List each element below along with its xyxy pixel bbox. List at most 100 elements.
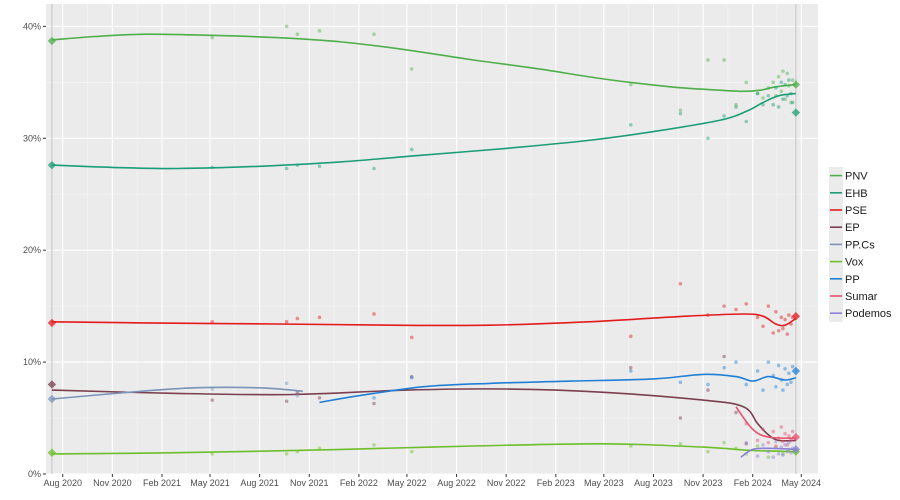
poll-point-podemos <box>774 439 778 444</box>
poll-point-pnv <box>790 78 795 82</box>
major-gridlines <box>46 4 818 475</box>
poll-point-pnv <box>755 91 760 96</box>
poll-point-pse <box>771 331 776 335</box>
trend-line-ep <box>51 388 796 442</box>
result-marker-pse <box>47 318 57 328</box>
poll-point-pp <box>372 396 376 400</box>
poll-point-pse <box>372 312 376 316</box>
x-tick-label: Feb 2022 <box>340 478 378 488</box>
poll-point-vox <box>678 441 683 446</box>
x-tick-label: Feb 2021 <box>143 478 181 488</box>
poll-point-pp-cs <box>284 381 289 386</box>
poll-point-pnv <box>734 102 738 107</box>
series-pp-cs <box>47 381 303 404</box>
poll-point-ep <box>409 374 414 379</box>
result-marker-pp <box>791 366 801 376</box>
series-ehb <box>47 78 801 171</box>
poll-point-ep <box>734 410 738 415</box>
trend-line-podemos <box>740 447 796 458</box>
poll-point-pp <box>783 367 787 371</box>
poll-point-pp <box>722 365 726 370</box>
poll-point-ep <box>284 399 289 404</box>
poll-point-pse <box>734 307 738 312</box>
poll-point-pse <box>776 328 781 333</box>
trend-line-pnv <box>51 33 796 93</box>
trend-line-sumar <box>735 406 796 439</box>
poll-point-pnv <box>409 67 414 71</box>
legend-label-podemos: Podemos <box>845 308 892 320</box>
poll-point-sumar <box>789 438 793 443</box>
poll-point-pse <box>628 334 633 339</box>
poll-point-podemos <box>785 449 790 454</box>
poll-point-pp <box>790 364 795 369</box>
series-podemos <box>740 439 801 460</box>
poll-point-pse <box>766 304 771 308</box>
poll-point-pp <box>776 363 781 368</box>
series-pp <box>319 360 801 404</box>
poll-point-pse <box>785 332 790 336</box>
poll-point-vox <box>706 449 710 454</box>
y-tick-label: 30% <box>23 133 41 143</box>
poll-point-sumar <box>785 443 790 447</box>
poll-point-pse <box>295 316 300 321</box>
legend-label-pp-cs: PP.Cs <box>845 239 875 251</box>
poll-point-ehb <box>774 86 778 90</box>
x-tick-label: Feb 2023 <box>537 478 575 488</box>
poll-point-sumar <box>761 427 765 432</box>
poll-point-ehb <box>776 105 781 109</box>
result-marker-ehb <box>47 160 57 170</box>
legend-item-pse: PSE <box>830 205 867 217</box>
x-tick-label: Nov 2022 <box>487 478 526 488</box>
legend-label-vox: Vox <box>845 257 864 269</box>
poll-point-ehb <box>284 166 289 171</box>
poll-point-sumar <box>787 434 791 438</box>
poll-point-pp <box>766 360 771 364</box>
poll-point-ehb <box>317 164 322 169</box>
poll-point-ehb <box>409 147 414 152</box>
poll-point-pnv <box>776 74 781 79</box>
poll-point-ehb <box>781 97 785 101</box>
poll-point-pse <box>783 317 787 322</box>
legend-label-sumar: Sumar <box>845 291 878 303</box>
poll-point-pnv <box>706 58 710 62</box>
poll-point-pp <box>774 384 778 389</box>
poll-point-pse <box>779 315 784 320</box>
poll-point-pse <box>787 313 791 317</box>
poll-point-pnv <box>785 71 790 76</box>
legend-label-pse: PSE <box>845 205 867 217</box>
x-tick-label: May 2022 <box>387 478 427 488</box>
poll-point-pnv <box>317 29 322 33</box>
y-tick-label: 40% <box>23 21 41 31</box>
minor-gridlines <box>46 4 818 474</box>
poll-point-ehb <box>722 114 726 118</box>
y-tick-label: 0% <box>28 469 41 479</box>
poll-point-pnv <box>783 97 787 101</box>
poll-point-pp <box>755 369 760 373</box>
poll-point-pse <box>781 326 785 331</box>
legend-item-vox: Vox <box>830 257 864 269</box>
poll-point-vox <box>409 449 414 454</box>
poll-point-pnv <box>372 32 376 37</box>
poll-point-podemos <box>766 449 771 454</box>
legend-label-ep: EP <box>845 222 860 234</box>
poll-point-ehb <box>771 102 776 107</box>
poll-point-pp <box>785 382 790 387</box>
result-marker-vox <box>47 448 57 457</box>
poll-point-pp <box>706 382 710 387</box>
x-tick-label: May 2024 <box>782 478 822 488</box>
result-marker-ehb <box>791 108 801 117</box>
legend-label-pnv: PNV <box>845 171 868 183</box>
trend-line-ehb <box>51 92 797 170</box>
poll-point-sumar <box>779 425 784 429</box>
poll-point-pp-cs <box>295 393 300 398</box>
x-tick-label: Nov 2023 <box>684 478 723 488</box>
poll-point-ep <box>722 354 726 359</box>
series-pnv <box>47 24 801 113</box>
poll-point-ehb <box>755 91 760 96</box>
x-tick-label: Nov 2021 <box>290 478 329 488</box>
legend-item-pnv: PNV <box>830 171 868 183</box>
poll-point-sumar <box>766 440 771 445</box>
poll-point-sumar <box>755 438 760 443</box>
poll-point-pp <box>789 380 793 385</box>
